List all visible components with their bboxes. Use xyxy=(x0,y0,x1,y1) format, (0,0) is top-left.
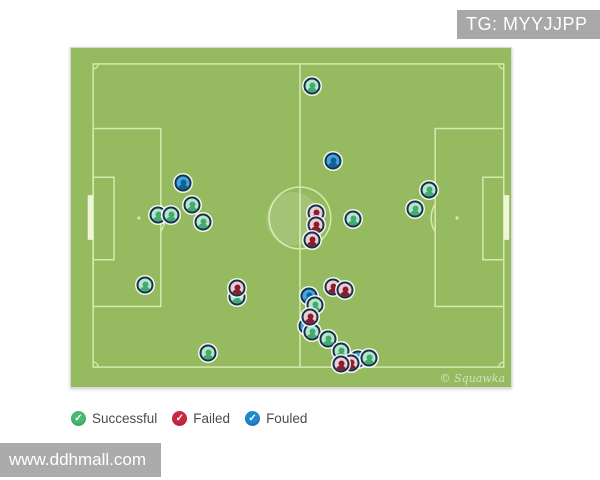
left-penalty-spot xyxy=(137,216,141,220)
player-icon xyxy=(312,301,318,307)
legend-item-successful: ✓ Successful xyxy=(71,411,157,426)
player-icon xyxy=(205,349,211,355)
player-icon xyxy=(200,218,206,224)
pitch-map: © Squawka xyxy=(70,47,512,388)
event-marker-successful xyxy=(420,181,438,199)
player-icon xyxy=(423,191,435,197)
corner-arc xyxy=(93,361,99,368)
player-icon xyxy=(197,223,209,229)
event-marker-fouled xyxy=(174,174,192,192)
event-marker-failed xyxy=(301,308,319,326)
right-penalty-spot xyxy=(455,216,459,220)
player-icon xyxy=(313,209,319,215)
player-icon xyxy=(177,184,189,190)
player-icon xyxy=(313,221,319,227)
event-marker-failed xyxy=(303,231,321,249)
player-icon xyxy=(306,241,318,247)
player-icon xyxy=(335,365,347,371)
legend: ✓ Successful ✓ Failed ✓ Fouled xyxy=(71,411,307,426)
event-marker-successful xyxy=(303,77,321,95)
player-icon xyxy=(310,226,322,232)
event-marker-failed xyxy=(336,281,354,299)
player-icon xyxy=(345,364,357,370)
player-icon xyxy=(347,220,359,226)
successful-check-icon: ✓ xyxy=(71,411,86,426)
event-marker-successful xyxy=(344,210,362,228)
right-goal xyxy=(503,195,510,240)
failed-check-icon: ✓ xyxy=(172,411,188,426)
player-icon xyxy=(231,289,243,295)
player-icon xyxy=(231,298,243,304)
event-marker-successful xyxy=(194,213,212,231)
player-icon xyxy=(327,162,339,168)
corner-arc xyxy=(93,63,99,70)
event-marker-successful xyxy=(406,200,424,218)
legend-item-failed: ✓ Failed xyxy=(172,411,230,426)
player-icon xyxy=(348,359,354,365)
event-marker-successful xyxy=(136,276,154,294)
event-marker-successful xyxy=(360,349,378,367)
player-icon xyxy=(307,313,313,319)
player-icon xyxy=(327,288,339,294)
player-icon xyxy=(338,360,344,366)
top-right-watermark: TG: MYYJJPP xyxy=(457,10,600,39)
player-icon xyxy=(180,179,186,185)
player-icon xyxy=(306,292,312,298)
right-penalty-arc xyxy=(430,203,436,233)
player-icon xyxy=(363,359,375,365)
player-icon xyxy=(330,157,336,163)
player-icon xyxy=(186,206,198,212)
player-icon xyxy=(309,306,321,312)
player-icon xyxy=(306,87,318,93)
player-icon xyxy=(306,333,318,339)
player-icon xyxy=(155,211,161,217)
fouled-check-icon: ✓ xyxy=(245,411,261,426)
legend-label-fouled: Fouled xyxy=(266,411,308,426)
centre-circle xyxy=(268,186,332,250)
player-icon xyxy=(139,286,151,292)
player-icon xyxy=(142,281,148,287)
player-icon xyxy=(202,354,214,360)
player-icon xyxy=(330,283,336,289)
player-icon xyxy=(342,286,348,292)
player-icon xyxy=(412,205,418,211)
event-marker-successful xyxy=(319,330,337,348)
player-icon xyxy=(165,216,177,222)
event-marker-successful xyxy=(183,196,201,214)
player-icon xyxy=(309,236,315,242)
player-icon xyxy=(322,340,334,346)
event-marker-successful xyxy=(199,344,217,362)
corner-arc xyxy=(498,361,504,368)
player-icon xyxy=(168,211,174,217)
player-icon xyxy=(309,328,315,334)
player-icon xyxy=(338,347,344,353)
player-icon xyxy=(426,186,432,192)
legend-item-fouled: ✓ Fouled xyxy=(245,411,307,426)
player-icon xyxy=(152,216,164,222)
player-icon xyxy=(339,291,351,297)
event-marker-fouled xyxy=(324,152,342,170)
player-icon xyxy=(335,352,347,358)
event-marker-successful xyxy=(303,323,321,341)
legend-label-failed: Failed xyxy=(193,411,231,426)
player-icon xyxy=(325,335,331,341)
pitch-markers xyxy=(71,48,511,387)
left-goal xyxy=(87,195,94,240)
event-marker-successful xyxy=(149,206,167,224)
event-marker-failed xyxy=(332,355,350,373)
player-icon xyxy=(189,201,195,207)
player-icon xyxy=(309,82,315,88)
legend-label-successful: Successful xyxy=(92,411,158,426)
squawka-credit: © Squawka xyxy=(439,372,505,385)
player-icon xyxy=(234,284,240,290)
player-icon xyxy=(304,318,316,324)
corner-arc xyxy=(498,63,504,70)
event-marker-failed xyxy=(228,279,246,297)
player-icon xyxy=(409,210,421,216)
player-icon xyxy=(350,215,356,221)
event-marker-successful xyxy=(162,206,180,224)
player-icon xyxy=(366,354,372,360)
bottom-left-watermark: www.ddhmall.com xyxy=(0,443,161,477)
